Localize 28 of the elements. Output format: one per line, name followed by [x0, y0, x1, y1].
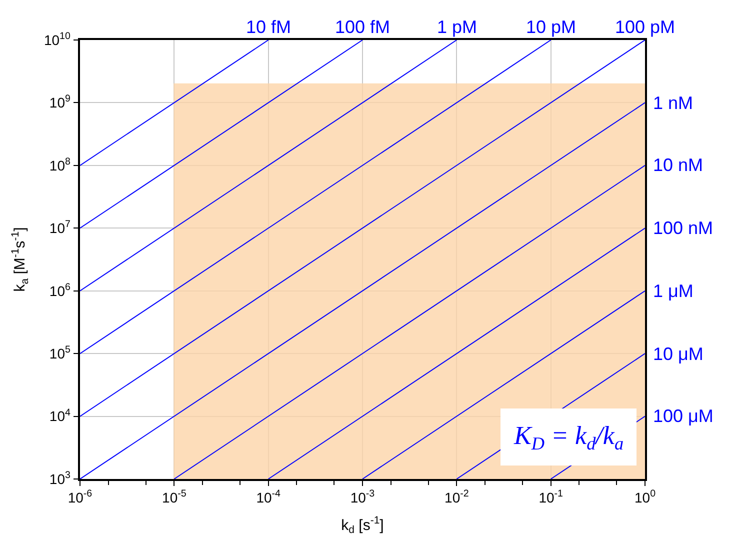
x-tick-label: 10$^{-2}$	[444, 488, 469, 506]
x-tick-label: 10$^{-1}$	[538, 488, 563, 506]
series-label: 1 nM	[653, 93, 694, 113]
series-label: 10 nM	[653, 155, 704, 175]
y-tick-label: 10$^{9}$	[49, 94, 70, 111]
y-tick-label: 10$^{8}$	[49, 156, 71, 174]
series-label: 100 fM	[335, 17, 390, 37]
series-label: 10 μM	[653, 344, 704, 364]
y-tick-label: 10$^{6}$	[49, 282, 71, 299]
x-tick-label: 10$^{0}$	[634, 488, 656, 506]
y-tick-label: 10$^{5}$	[49, 344, 71, 362]
series-label: 100 μM	[653, 406, 714, 426]
x-tick-label: 10$^{-6}$	[68, 488, 93, 506]
series-label: 10 fM	[246, 17, 292, 37]
series-label: 10 pM	[526, 17, 576, 37]
y-tick-label: 10$^{4}$	[49, 407, 71, 424]
x-tick-label: 10$^{-4}$	[256, 488, 282, 506]
x-tick-label: 10$^{-5}$	[162, 488, 187, 506]
y-tick-label: 10$^{3}$	[49, 470, 71, 487]
annotation: K$_{D}$ = k$_{d}$/k$_{a}$	[513, 421, 624, 454]
series-label: 1 pM	[437, 17, 478, 37]
x-axis-title: k$_{d}$ [s$^{-1}$]	[341, 514, 384, 536]
series-label: 100 nM	[653, 218, 714, 238]
series-label: 1 μM	[653, 281, 694, 301]
x-tick-label: 10$^{-3}$	[350, 488, 376, 506]
y-tick-label: 10$^{10}$	[44, 31, 71, 48]
y-tick-label: 10$^{7}$	[49, 219, 70, 236]
series-label: 100 pM	[615, 17, 676, 37]
